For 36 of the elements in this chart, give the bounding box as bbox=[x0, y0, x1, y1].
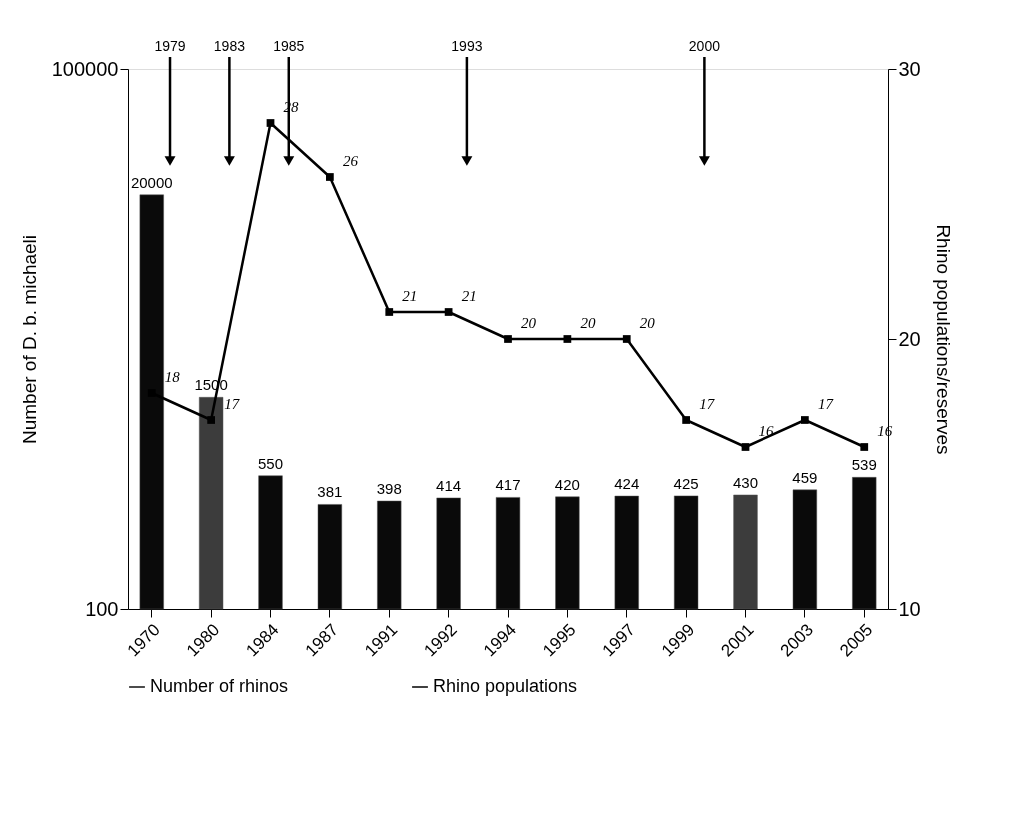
data-label: 26 bbox=[342, 153, 359, 169]
data-label: 417 bbox=[495, 476, 521, 494]
data-label: 18 bbox=[164, 369, 181, 385]
y2-axis-title: Rhino populations/reserves bbox=[932, 224, 954, 455]
data-label: 459 bbox=[792, 468, 818, 486]
data-label: 430 bbox=[732, 473, 759, 491]
data-label: 17 bbox=[699, 396, 716, 412]
data-label: 398 bbox=[376, 480, 402, 498]
text: 1985 bbox=[273, 38, 305, 54]
y2-tick-label: 10 bbox=[898, 597, 921, 620]
data-label: 381 bbox=[317, 483, 343, 501]
y-tick-label: 100000 bbox=[51, 57, 119, 80]
data-label: 20 bbox=[521, 315, 537, 331]
legend-label: Rhino populations bbox=[433, 676, 578, 696]
data-label: 20 bbox=[580, 315, 596, 331]
data-label: 21 bbox=[461, 288, 477, 304]
text: 1983 bbox=[213, 38, 246, 54]
data-label: 17 bbox=[817, 396, 835, 412]
y2-tick-label: 20 bbox=[898, 327, 921, 350]
y2-tick-label: 30 bbox=[898, 57, 921, 80]
text: 2000 bbox=[688, 38, 721, 54]
text: 1979 bbox=[154, 38, 186, 54]
data-label: 420 bbox=[554, 475, 580, 493]
data-label: 550 bbox=[257, 454, 284, 472]
data-label: 17 bbox=[224, 396, 241, 412]
data-label: 424 bbox=[614, 475, 640, 493]
text: 1993 bbox=[451, 38, 483, 54]
data-label: 425 bbox=[673, 474, 699, 492]
data-label: 539 bbox=[851, 456, 877, 474]
y-tick-label: 100 bbox=[85, 597, 119, 620]
y-axis-title: Number of D. b. michaeli bbox=[18, 234, 40, 445]
legend-label: Number of rhinos bbox=[150, 676, 289, 696]
data-label: 21 bbox=[402, 288, 418, 304]
data-label: 20 bbox=[639, 315, 656, 331]
data-label: 20000 bbox=[130, 173, 173, 191]
data-label: 414 bbox=[436, 476, 462, 494]
